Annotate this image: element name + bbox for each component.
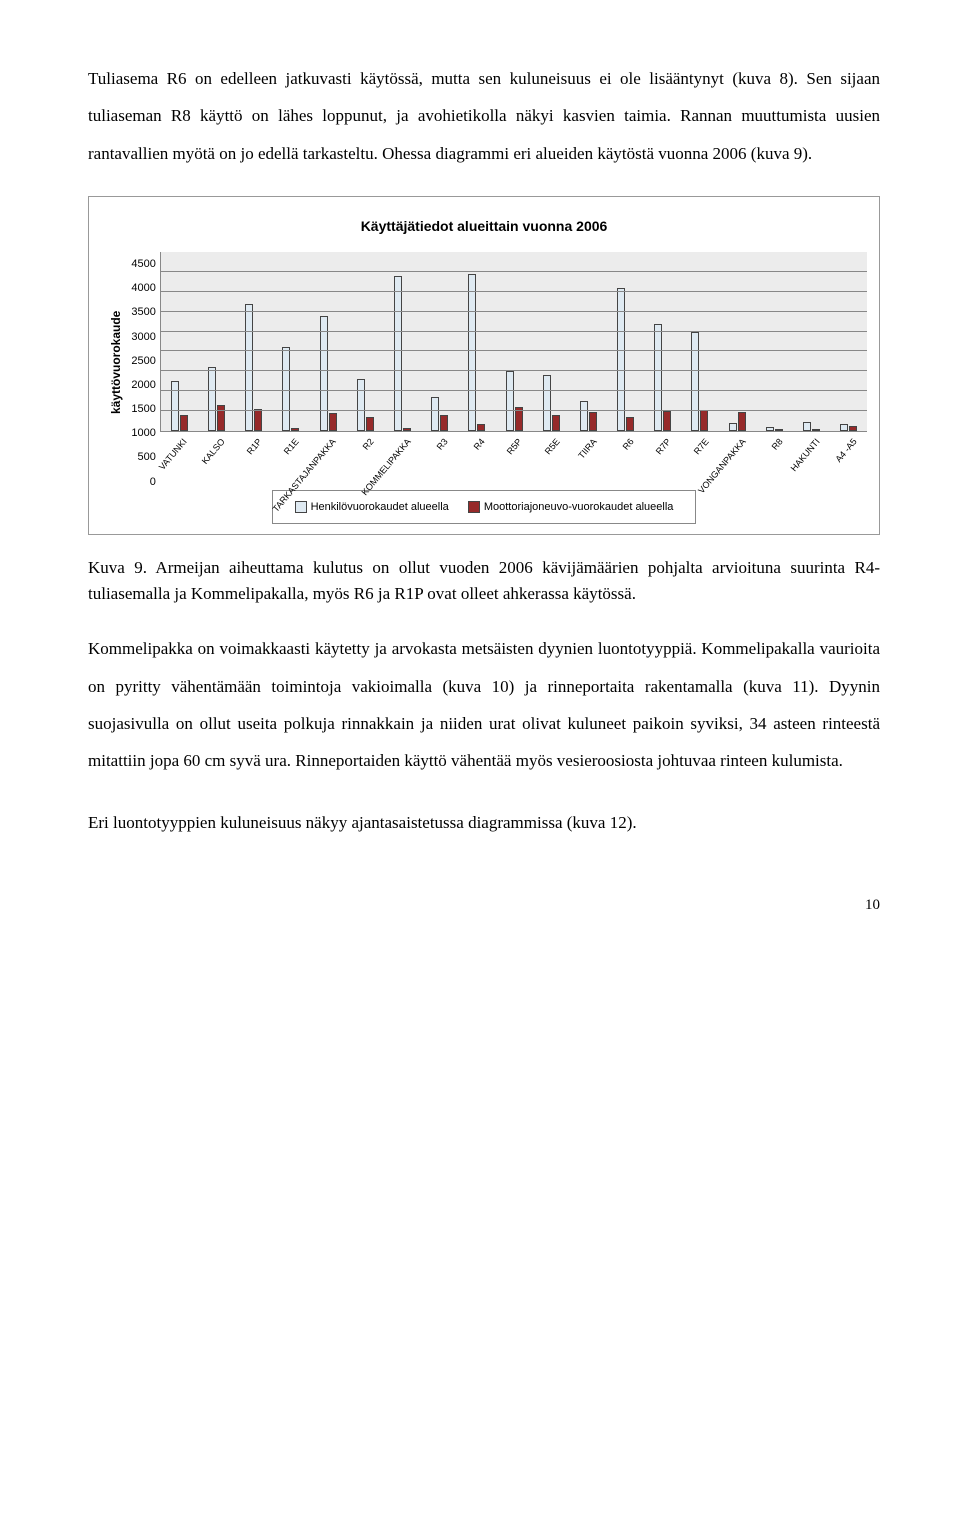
x-tick-label: R2 (357, 434, 380, 456)
paragraph-3: Kommelipakka on voimakkaasti käytetty ja… (88, 630, 880, 780)
page-number: 10 (88, 889, 880, 922)
legend-label-a: Henkilövuorokaudet alueella (311, 501, 449, 513)
bar-a (729, 423, 737, 431)
bar-a (320, 316, 328, 431)
x-tick-label: KALSO (196, 434, 230, 470)
bar-b (291, 428, 299, 431)
plot-area (160, 252, 867, 432)
bar-b (180, 415, 188, 431)
swatch-a-icon (295, 501, 307, 513)
x-tick-label: R5P (502, 434, 528, 460)
bar-a (282, 347, 290, 431)
bar-b (440, 415, 448, 431)
figure-caption: Kuva 9. Armeijan aiheuttama kulutus on o… (88, 555, 880, 606)
x-axis-labels: VATUNKIKALSOR1PR1ETARKASTAJANPAKKAR2KOMM… (160, 432, 867, 472)
x-tick-label: TIIRA (573, 434, 603, 464)
bar-group (347, 252, 384, 431)
swatch-b-icon (468, 501, 480, 513)
bar-b (626, 417, 634, 431)
bar-b (217, 405, 225, 431)
bar-b (663, 411, 671, 431)
x-tick-label: R8 (767, 434, 790, 456)
bar-b (738, 412, 746, 431)
x-tick-label: R1P (242, 434, 268, 460)
bar-a (394, 276, 402, 431)
paragraph-1: Tuliasema R6 on edelleen jatkuvasti käyt… (88, 60, 880, 172)
bar-a (840, 424, 848, 431)
x-tick-label: HAKUNTI (786, 434, 827, 477)
bar-group (272, 252, 309, 431)
bar-group (421, 252, 458, 431)
bar-group (570, 252, 607, 431)
x-tick-label: VATUNKI (154, 434, 193, 476)
bar-group (830, 252, 867, 431)
bar-b (775, 429, 783, 431)
chart-title: Käyttäjätiedot alueittain vuonna 2006 (101, 211, 867, 242)
bar-b (700, 410, 708, 431)
bar-group (495, 252, 532, 431)
legend-label-b: Moottoriajoneuvo-vuorokaudet alueella (484, 501, 674, 513)
x-tick-label: A4 -A5 (831, 434, 864, 468)
bar-b (849, 426, 857, 431)
bar-a (208, 367, 216, 431)
bar-a (245, 304, 253, 431)
bar-b (254, 409, 262, 431)
bar-group (198, 252, 235, 431)
bar-b (812, 429, 820, 431)
paragraph-4: Eri luontotyyppien kuluneisuus näkyy aja… (88, 804, 880, 841)
x-tick-label: R6 (618, 434, 641, 456)
bar-a (171, 381, 179, 431)
y-axis-ticks: 450040003500300025002000150010005000 (131, 252, 159, 432)
bar-a (766, 427, 774, 431)
bar-b (552, 415, 560, 431)
y-axis-label: käyttövuorokaude (101, 252, 131, 472)
x-tick-label: R5E (539, 434, 565, 460)
bar-b (477, 424, 485, 431)
bar-a (654, 324, 662, 431)
x-tick-label: R4 (469, 434, 492, 456)
bar-a (543, 375, 551, 431)
x-tick-label: R7P (651, 434, 677, 460)
bar-group (310, 252, 347, 431)
x-tick-label: R7E (688, 434, 714, 460)
bar-a (691, 332, 699, 431)
bar-group (607, 252, 644, 431)
bar-group (793, 252, 830, 431)
bar-b (329, 413, 337, 431)
bar-group (384, 252, 421, 431)
bar-b (403, 428, 411, 431)
legend-item-b: Moottoriajoneuvo-vuorokaudet alueella (468, 501, 674, 513)
bar-group (644, 252, 681, 431)
bar-a (506, 371, 514, 431)
bar-group (533, 252, 570, 431)
x-tick-label: R3 (432, 434, 455, 456)
bar-b (589, 412, 597, 431)
bar-group (161, 252, 198, 431)
bar-group (458, 252, 495, 431)
bar-a (468, 274, 476, 431)
bar-a (357, 379, 365, 431)
bar-a (803, 422, 811, 431)
x-tick-label: R1E (279, 434, 305, 460)
chart-body: käyttövuorokaude 45004000350030002500200… (101, 252, 867, 472)
bar-a (580, 401, 588, 431)
bar-b (366, 417, 374, 431)
legend: Henkilövuorokaudet alueella Moottoriajon… (272, 490, 697, 524)
chart-container: Käyttäjätiedot alueittain vuonna 2006 kä… (88, 196, 880, 535)
bar-group (718, 252, 755, 431)
bar-a (431, 397, 439, 431)
bar-group (756, 252, 793, 431)
legend-item-a: Henkilövuorokaudet alueella (295, 501, 452, 513)
bar-group (681, 252, 718, 431)
bar-group (235, 252, 272, 431)
